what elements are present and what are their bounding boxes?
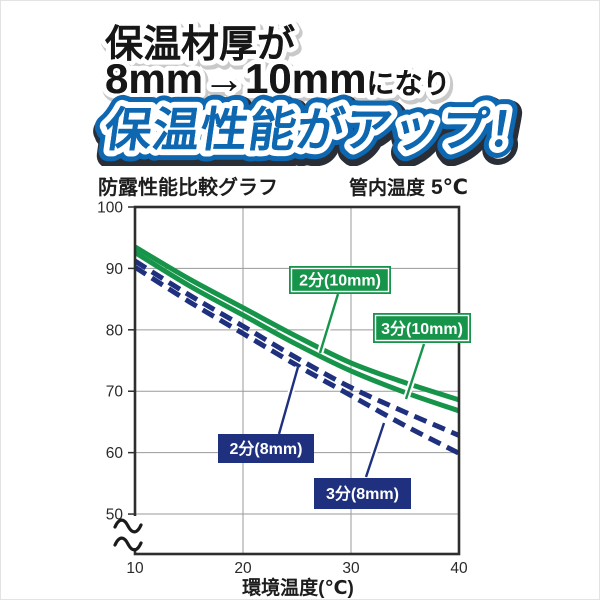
curve-2分(10mm) xyxy=(135,244,459,403)
y-tick-label: 70 xyxy=(106,384,124,401)
headline-line2-text: 8mm→10mmになり xyxy=(105,55,450,102)
axis-break-tilde-icon xyxy=(113,518,143,534)
label-2bu-10mm: 2分(10mm) xyxy=(289,266,391,354)
y-tick-label: 100 xyxy=(97,200,123,217)
x-tick-label: 40 xyxy=(450,560,468,577)
headline-line2: 8mm→10mmになり 8mm→10mmになり 8mm→10mmになり xyxy=(100,50,458,111)
label-text: 2分(8mm) xyxy=(230,440,303,458)
y-tick-label: 90 xyxy=(106,261,124,278)
headline-banner: 保温材厚が 保温材厚が 保温材厚が 8mm→10mmになり 8mm→10mmにな… xyxy=(89,19,556,166)
headline-line1-outline: 保温材厚が xyxy=(105,24,295,66)
label-box-inner-border xyxy=(290,267,390,293)
curve-2分(8mm) xyxy=(135,258,459,438)
leader-line xyxy=(404,343,426,400)
headline-line1-shadow: 保温材厚が xyxy=(107,27,297,69)
axis-ticks xyxy=(128,206,135,515)
headline-line3-blue-outline: 保温性能がアップ！ xyxy=(101,104,540,157)
leader-line xyxy=(364,422,386,478)
x-tick-label: 30 xyxy=(342,560,360,577)
y-tick-label: 60 xyxy=(106,445,124,462)
axis-break-tilde-icon xyxy=(113,536,143,552)
label-box xyxy=(314,478,411,509)
label-2bu-8mm: 2分(8mm) xyxy=(218,366,314,463)
pipe-temp-label: 管内温度 xyxy=(349,176,426,199)
curve-3分(8mm) xyxy=(135,265,459,456)
label-3bu-8mm: 3分(8mm) xyxy=(314,421,411,509)
label-3bu-10mm: 3分(10mm) xyxy=(373,313,471,401)
label-box-inner-border xyxy=(374,314,470,342)
headline-line3: 保温性能がアップ！ 保温性能がアップ！ 保温性能がアップ！ 保温性能がアップ！ xyxy=(89,93,556,166)
headline-line1-text: 保温材厚が xyxy=(105,24,295,66)
x-tick-label: 20 xyxy=(234,560,252,577)
headline-line1: 保温材厚が 保温材厚が 保温材厚が xyxy=(100,19,303,75)
label-text: 3分(8mm) xyxy=(326,485,399,503)
label-text: 2分(10mm) xyxy=(299,272,381,290)
leader-line xyxy=(277,366,300,435)
data-curves xyxy=(135,244,459,456)
headline-line3-text: 保温性能がアップ！ xyxy=(101,104,540,157)
leader-line xyxy=(318,293,340,354)
plot-frame xyxy=(133,205,461,556)
pipe-temp-value: 5℃ xyxy=(431,176,468,199)
chart-title: 防露性能比較グラフ xyxy=(98,175,278,199)
label-box xyxy=(373,313,471,343)
y-axis-break xyxy=(113,516,145,552)
y-tick-label: 80 xyxy=(106,322,124,339)
label-box xyxy=(218,434,314,463)
headline-line2-outline: 8mm→10mmになり xyxy=(105,55,450,102)
x-tick-label: 10 xyxy=(126,560,144,577)
headline-line3-white-outline: 保温性能がアップ！ xyxy=(101,104,540,157)
x-axis-title: 環境温度(℃) xyxy=(242,576,354,599)
headline-line2-shadow: 8mm→10mmになり xyxy=(107,58,452,105)
label-box xyxy=(289,266,391,294)
label-text: 3分(10mm) xyxy=(381,320,463,338)
